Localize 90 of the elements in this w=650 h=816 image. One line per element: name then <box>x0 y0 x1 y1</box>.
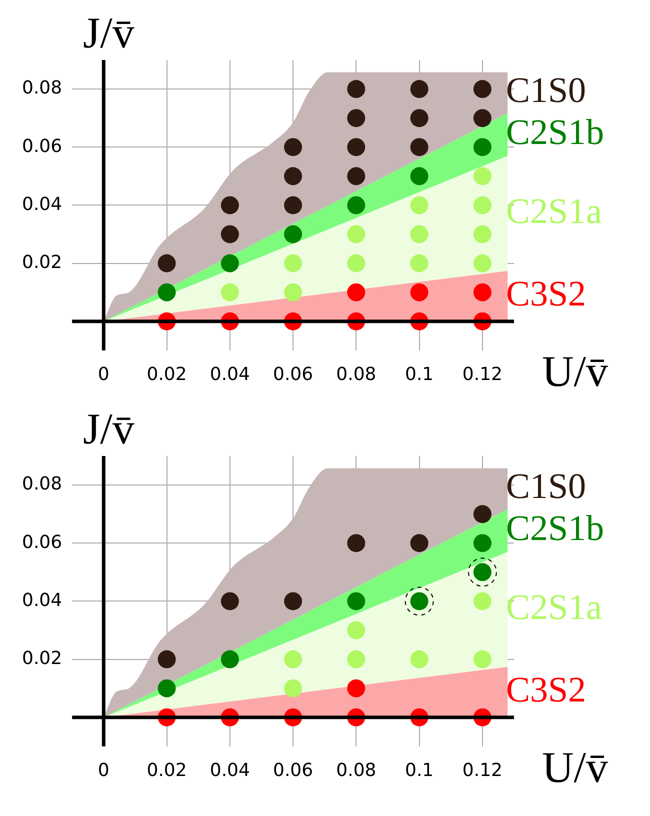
x-tick-label: 0.08 <box>336 760 376 781</box>
point <box>473 225 492 244</box>
point <box>347 196 366 214</box>
point <box>284 679 302 698</box>
point <box>220 650 239 668</box>
x-tick-label: 0.02 <box>146 760 187 781</box>
series-label: C1S0 <box>506 70 586 110</box>
point <box>410 534 428 552</box>
point <box>158 650 176 668</box>
x-tick-label: 0.02 <box>146 364 187 385</box>
point <box>284 254 302 272</box>
point <box>347 80 366 98</box>
y-tick-label: 0.02 <box>22 252 62 273</box>
x-tick-label: 0.1 <box>404 364 434 385</box>
point <box>158 254 176 272</box>
x-axis-title: U/v̄ <box>542 346 608 396</box>
point <box>284 225 302 244</box>
series-label: C3S2 <box>506 670 586 710</box>
point <box>220 225 239 244</box>
point <box>347 650 366 668</box>
x-tick-label: 0.04 <box>210 760 250 781</box>
point <box>347 679 366 698</box>
point <box>158 283 176 302</box>
point <box>284 650 302 668</box>
series-label: C2S1b <box>506 112 604 152</box>
point <box>473 80 492 98</box>
y-axis-title: J/v̄ <box>82 8 134 58</box>
point <box>473 138 492 156</box>
point <box>220 254 239 272</box>
y-axis-title: J/v̄ <box>82 404 134 454</box>
point <box>410 196 428 214</box>
point <box>473 650 492 668</box>
point <box>220 283 239 302</box>
point <box>410 167 428 186</box>
point <box>347 254 366 272</box>
point <box>410 225 428 244</box>
series-label: C2S1a <box>506 190 602 231</box>
point <box>347 167 366 186</box>
point <box>220 592 239 610</box>
x-tick-label: 0.12 <box>462 760 502 781</box>
x-tick-label: 0.08 <box>336 364 376 385</box>
point <box>347 534 366 552</box>
y-tick-label: 0.06 <box>22 532 62 553</box>
point <box>410 650 428 668</box>
x-tick-label: 0.06 <box>273 760 314 781</box>
point <box>284 167 302 186</box>
point <box>473 505 492 524</box>
point <box>473 109 492 128</box>
series-label: C2S1a <box>506 586 602 627</box>
point <box>158 679 176 698</box>
y-tick-label: 0.04 <box>22 590 62 611</box>
point <box>404 586 434 616</box>
point <box>410 80 428 98</box>
point <box>473 283 492 302</box>
point <box>473 196 492 214</box>
point <box>473 167 492 186</box>
series-label: C1S0 <box>506 466 586 506</box>
point <box>473 254 492 272</box>
point <box>468 558 497 587</box>
point <box>347 283 366 302</box>
point <box>347 109 366 128</box>
x-tick-label: 0.04 <box>210 364 250 385</box>
point <box>347 621 366 640</box>
point <box>347 592 366 610</box>
x-tick-label: 0 <box>98 364 110 385</box>
point <box>284 138 302 156</box>
point <box>347 225 366 244</box>
point <box>284 592 302 610</box>
point <box>220 196 239 214</box>
x-tick-label: 0.1 <box>404 760 434 781</box>
point <box>473 534 492 552</box>
point <box>347 138 366 156</box>
x-axis-title: U/v̄ <box>542 742 608 792</box>
point <box>410 109 428 128</box>
y-tick-label: 0.02 <box>22 648 62 669</box>
point <box>410 138 428 156</box>
point <box>410 283 428 302</box>
point <box>473 592 492 610</box>
x-tick-label: 0.06 <box>273 364 314 385</box>
y-tick-label: 0.08 <box>22 78 62 99</box>
x-tick-label: 0 <box>98 760 110 781</box>
series-label: C3S2 <box>506 274 586 314</box>
series-label: C2S1b <box>506 508 604 548</box>
y-tick-label: 0.08 <box>22 474 62 495</box>
point <box>284 283 302 302</box>
point <box>284 196 302 214</box>
y-tick-label: 0.06 <box>22 136 62 157</box>
x-tick-label: 0.12 <box>462 364 502 385</box>
y-tick-label: 0.04 <box>22 194 62 215</box>
point <box>410 254 428 272</box>
